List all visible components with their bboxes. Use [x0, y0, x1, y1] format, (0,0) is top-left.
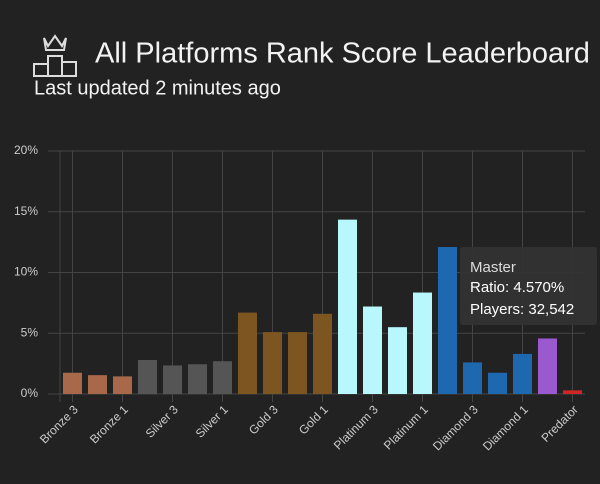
bar — [113, 376, 132, 394]
bar — [288, 332, 307, 394]
bar — [63, 372, 82, 394]
bar — [563, 390, 582, 394]
bar — [238, 312, 257, 394]
tooltip-line: Players: 32,542 — [470, 301, 574, 318]
bar — [488, 372, 507, 394]
bar — [463, 362, 482, 394]
tooltip-line: Ratio: 4.570% — [470, 279, 564, 296]
bar — [163, 365, 182, 394]
tooltip: Master Ratio: 4.570% Players: 32,542 — [460, 247, 597, 325]
tooltip-title: Master — [470, 259, 516, 276]
tooltip-box — [460, 247, 597, 325]
bar — [138, 359, 157, 394]
bar — [513, 353, 532, 394]
bar — [313, 313, 332, 394]
bar — [338, 219, 357, 394]
y-tick-label: 5% — [21, 325, 39, 339]
bar — [438, 246, 457, 394]
bar — [363, 306, 382, 394]
bar — [388, 327, 407, 394]
y-tick-label: 0% — [21, 386, 39, 400]
page-title: All Platforms Rank Score Leaderboard — [95, 38, 590, 70]
podium-icon — [33, 34, 77, 77]
bar — [538, 338, 557, 394]
y-tick-label: 15% — [14, 204, 38, 218]
y-tick-label: 20% — [14, 143, 38, 157]
bar — [263, 332, 282, 394]
page-subtitle: Last updated 2 minutes ago — [34, 77, 281, 99]
bar — [413, 292, 432, 394]
bar — [188, 364, 207, 394]
bar — [88, 375, 107, 394]
y-tick-label: 10% — [14, 265, 38, 279]
bar — [213, 361, 232, 394]
